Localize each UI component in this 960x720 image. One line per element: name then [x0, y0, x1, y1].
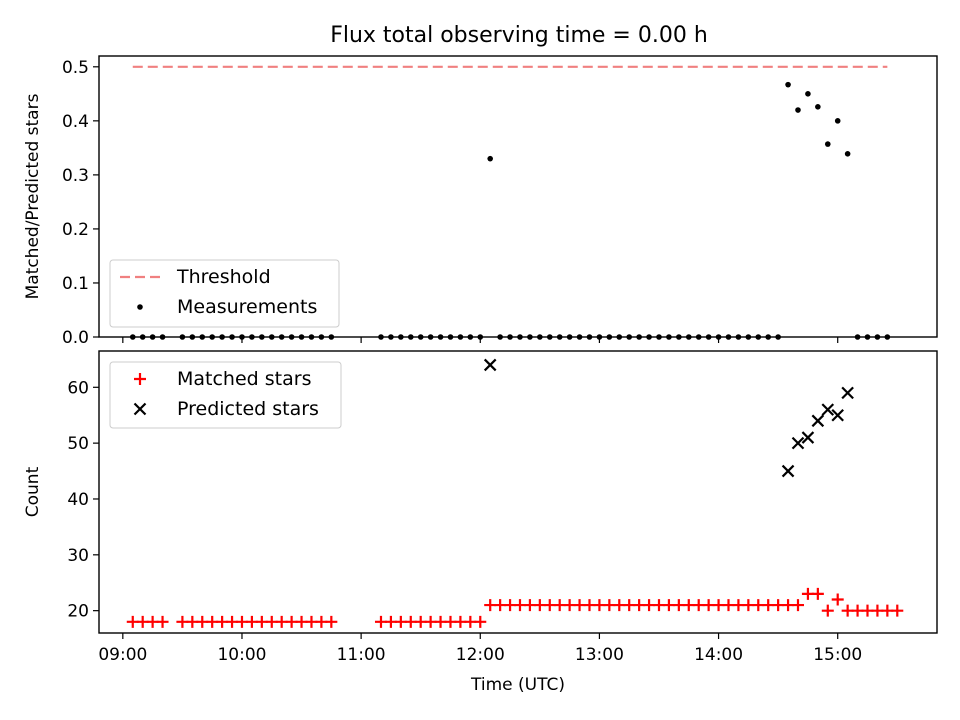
y-tick-label: 50: [67, 434, 89, 454]
y-tick-label: 0.5: [62, 58, 89, 78]
y-tick-label: 20: [67, 602, 89, 622]
measurement-point: [834, 118, 841, 124]
matched-star-point: [831, 593, 844, 606]
matched-star-point: [811, 587, 824, 600]
predicted-star-point: [811, 414, 825, 428]
predicted-star-point: [801, 431, 815, 444]
legend-label: Threshold: [176, 266, 271, 288]
predicted-star-point: [791, 436, 805, 450]
legend-measurement-swatch: [137, 304, 143, 310]
y-tick-label: 40: [67, 490, 89, 510]
matched-star-point: [474, 615, 487, 628]
legend-label: Measurements: [177, 296, 317, 318]
bottom-axes-frame: [98, 350, 938, 634]
top-panel: 0.0 0.1 0.2 0.3 0.4 0.5 Matched/Predicted star…: [23, 55, 938, 348]
legend-predicted-swatch: [133, 402, 147, 416]
y-tick-label: 30: [67, 546, 89, 566]
y-tick-label: 0.1: [62, 274, 89, 294]
measurement-point: [824, 141, 831, 147]
y-axis-label: Count: [23, 466, 43, 517]
matched-star-point: [821, 604, 834, 617]
y-tick-label: 0.4: [62, 112, 89, 132]
x-axis-label: Time (UTC): [470, 675, 565, 695]
legend-label: Predicted stars: [177, 398, 319, 420]
matched-star-point: [325, 615, 338, 628]
x-tick-label: 15:00: [813, 645, 862, 665]
y-axis-label: Matched/Predicted stars: [23, 93, 43, 299]
x-tick-label: 14:00: [694, 645, 743, 665]
legend-label: Matched stars: [177, 368, 311, 390]
predicted-star-point: [483, 358, 497, 372]
measurement-point: [844, 151, 851, 157]
x-tick-label: 09:00: [98, 645, 147, 665]
predicted-star-point: [821, 403, 835, 416]
measurement-point: [805, 91, 811, 97]
y-tick-label: 60: [67, 378, 89, 398]
predicted-star-point: [841, 386, 854, 400]
y-tick-label: 0.3: [62, 166, 89, 186]
measurement-point: [815, 103, 821, 110]
predicted-star-point: [831, 408, 844, 422]
matched-star-point: [156, 615, 169, 628]
bottom-panel: 20 30 40 50 60 09:00 10:00 11:00 12:00 13:00 14:00…: [23, 350, 938, 695]
y-tick-label: 0.2: [62, 220, 89, 240]
measurement-point: [487, 155, 493, 162]
measurement-point: [785, 81, 791, 88]
predicted-star-point: [781, 464, 795, 478]
x-tick-label: 11:00: [337, 645, 386, 665]
x-tick-label: 13:00: [575, 645, 624, 665]
matched-star-point: [891, 604, 904, 617]
y-tick-label: 0.0: [62, 328, 89, 348]
measurement-point: [795, 107, 801, 113]
x-tick-label: 10:00: [217, 645, 266, 665]
legend-matched-swatch: [134, 373, 146, 385]
legend-box: [109, 259, 340, 328]
top-axes-frame: [98, 55, 938, 338]
legend-box: [109, 361, 342, 429]
matched-star-point: [791, 599, 804, 612]
x-tick-label: 12:00: [456, 645, 505, 665]
chart-title: Flux total observing time = 0.00 h: [330, 23, 708, 48]
